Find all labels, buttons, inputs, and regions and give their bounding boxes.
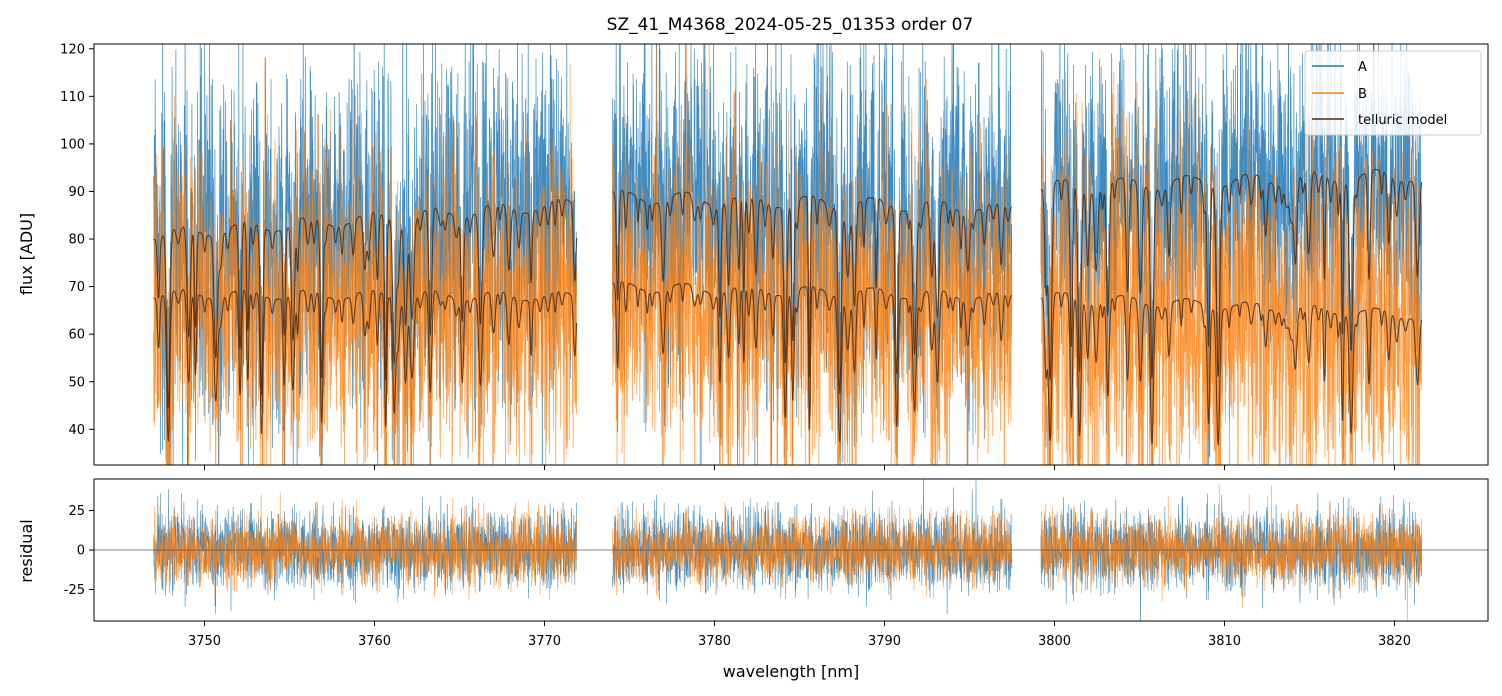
- series-a-residual-segment-3: [1040, 492, 1422, 621]
- telluric-model-b-segment-3: [1040, 291, 1423, 446]
- series-b-residual-segment-1: [153, 491, 577, 603]
- y-tick-label: 50: [68, 375, 85, 390]
- y-tick-label: 60: [68, 328, 85, 343]
- residual-plot-area: [94, 479, 1488, 621]
- series-b-flux-segment-1: [153, 57, 577, 465]
- residual-y-ticks: -25 0 25: [64, 504, 94, 598]
- flux-x-ticks: [204, 465, 1395, 470]
- y-tick-label: 25: [68, 504, 85, 519]
- y-tick-label: 80: [68, 233, 85, 248]
- series-b-residual-segment-3: [1040, 484, 1422, 621]
- legend-box: [1304, 50, 1482, 136]
- x-tick-label: 3800: [1038, 634, 1071, 649]
- legend: A B telluric model: [1304, 50, 1482, 136]
- y-tick-label: 100: [60, 137, 85, 152]
- flux-plot-area: [153, 44, 1423, 465]
- telluric-model-b-segment-2: [612, 281, 1013, 444]
- x-tick-label: 3820: [1378, 634, 1411, 649]
- series-b-residual-segment-2: [612, 500, 1013, 599]
- chart-title: SZ_41_M4368_2024-05-25_01353 order 07: [607, 15, 974, 35]
- telluric-model-a-segment-1: [153, 198, 578, 409]
- y-tick-label: -25: [64, 583, 85, 598]
- series-b-flux-segment-3: [1040, 71, 1422, 465]
- residual-y-axis-label: residual: [17, 519, 36, 582]
- series-a-flux-segment-3: [1040, 44, 1422, 465]
- y-tick-label: 90: [68, 185, 85, 200]
- x-tick-label: 3770: [528, 634, 561, 649]
- y-tick-label: 120: [60, 42, 85, 57]
- x-tick-label: 3750: [188, 634, 221, 649]
- x-tick-label: 3790: [868, 634, 901, 649]
- flux-axes-frame: [93, 43, 1489, 466]
- y-tick-label: 110: [60, 90, 85, 105]
- flux-panel: 40 50 60 70 80 90 100 110 120 flux [ADU] A B tel…: [17, 42, 1489, 470]
- telluric-model-b-segment-1: [153, 288, 578, 442]
- telluric-model-a-segment-2: [612, 189, 1013, 395]
- x-tick-label: 3780: [698, 634, 731, 649]
- series-b-flux-segment-2: [612, 44, 1013, 465]
- y-tick-label: 0: [77, 544, 85, 559]
- legend-label-a: A: [1358, 60, 1367, 75]
- legend-label-b: B: [1358, 87, 1367, 102]
- x-tick-label: 3810: [1208, 634, 1241, 649]
- y-tick-label: 40: [68, 423, 85, 438]
- flux-y-ticks: 40 50 60 70 80 90 100 110 120: [60, 42, 94, 438]
- x-tick-label: 3760: [358, 634, 391, 649]
- telluric-model-a-segment-3: [1040, 169, 1423, 380]
- legend-label-telluric: telluric model: [1358, 113, 1447, 128]
- flux-y-axis-label: flux [ADU]: [17, 213, 36, 295]
- x-axis-label: wavelength [nm]: [723, 662, 860, 681]
- y-tick-label: 70: [68, 280, 85, 295]
- residual-x-ticks: 3750 3760 3770 3780 3790 3800 3810 3820: [188, 621, 1411, 649]
